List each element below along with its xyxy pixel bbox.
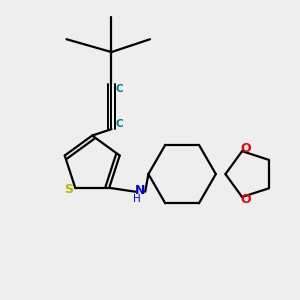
Text: S: S [64, 183, 73, 196]
Text: C: C [116, 84, 123, 94]
Text: O: O [240, 193, 250, 206]
Text: O: O [240, 142, 250, 155]
Text: C: C [116, 119, 123, 129]
Text: N: N [135, 184, 146, 197]
Text: H: H [133, 194, 141, 204]
